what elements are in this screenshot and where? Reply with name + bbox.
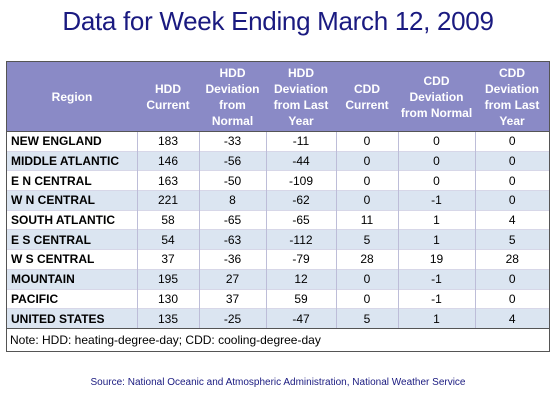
table-header-row: Region HDD Current HDD Deviation from No…: [7, 62, 549, 132]
value-cell: -1: [398, 268, 476, 289]
value-cell: -79: [266, 249, 337, 270]
value-cell: -112: [266, 229, 337, 250]
value-cell: 4: [475, 209, 549, 230]
value-cell: 28: [475, 249, 549, 270]
value-cell: -47: [266, 308, 337, 328]
value-cell: 1: [398, 209, 476, 230]
value-cell: 0: [336, 288, 399, 309]
value-cell: 146: [137, 150, 200, 171]
value-cell: -56: [199, 150, 267, 171]
region-cell: UNITED STATES: [7, 308, 138, 328]
value-cell: 0: [398, 131, 476, 152]
value-cell: 1: [398, 229, 476, 250]
value-cell: 0: [475, 131, 549, 152]
table-row: E N CENTRAL 163 -50 -109 0 0 0: [7, 170, 549, 191]
value-cell: 8: [199, 190, 267, 211]
page-title: Data for Week Ending March 12, 2009: [62, 6, 494, 36]
region-cell: MOUNTAIN: [7, 268, 138, 289]
region-cell: W N CENTRAL: [7, 190, 138, 211]
table-row: MOUNTAIN 195 27 12 0 -1 0: [7, 268, 549, 289]
value-cell: -36: [199, 249, 267, 270]
value-cell: 5: [475, 229, 549, 250]
value-cell: 221: [137, 190, 200, 211]
value-cell: 135: [137, 308, 200, 328]
region-cell: SOUTH ATLANTIC: [7, 209, 138, 230]
value-cell: 4: [475, 308, 549, 328]
value-cell: 59: [266, 288, 337, 309]
value-cell: 5: [336, 308, 399, 328]
table-row: E S CENTRAL 54 -63 -112 5 1 5: [7, 229, 549, 250]
value-cell: 28: [336, 249, 399, 270]
table-row: MIDDLE ATLANTIC 146 -56 -44 0 0 0: [7, 150, 549, 171]
value-cell: 58: [137, 209, 200, 230]
value-cell: 0: [398, 150, 476, 171]
value-cell: 183: [137, 131, 200, 152]
region-cell: E N CENTRAL: [7, 170, 138, 191]
region-cell: E S CENTRAL: [7, 229, 138, 250]
value-cell: 5: [336, 229, 399, 250]
region-cell: NEW ENGLAND: [7, 131, 138, 152]
value-cell: 19: [398, 249, 476, 270]
value-cell: 37: [137, 249, 200, 270]
column-header: CDD Deviation from Last Year: [475, 62, 549, 132]
region-cell: W S CENTRAL: [7, 249, 138, 270]
value-cell: -63: [199, 229, 267, 250]
value-cell: 0: [475, 150, 549, 171]
value-cell: 11: [336, 209, 399, 230]
table-row: PACIFIC 130 37 59 0 -1 0: [7, 288, 549, 309]
value-cell: 27: [199, 268, 267, 289]
table-body: NEW ENGLAND 183 -33 -11 0 0 0 MIDDLE ATLANTIC 14…: [7, 131, 549, 328]
column-header: CDD Current: [336, 62, 398, 132]
value-cell: -109: [266, 170, 337, 191]
value-cell: -44: [266, 150, 337, 171]
value-cell: 12: [266, 268, 337, 289]
value-cell: 0: [336, 170, 399, 191]
value-cell: 0: [336, 131, 399, 152]
column-header: HDD Deviation from Normal: [199, 62, 266, 132]
value-cell: 0: [336, 268, 399, 289]
value-cell: 0: [398, 170, 476, 191]
table-row: W S CENTRAL 37 -36 -79 28 19 28: [7, 249, 549, 270]
region-cell: PACIFIC: [7, 288, 138, 309]
column-header: HDD Deviation from Last Year: [266, 62, 336, 132]
value-cell: -1: [398, 190, 476, 211]
value-cell: -65: [199, 209, 267, 230]
value-cell: 130: [137, 288, 200, 309]
source-caption: Source: National Oceanic and Atmospheric…: [90, 377, 466, 388]
value-cell: 37: [199, 288, 267, 309]
degree-day-table: Region HDD Current HDD Deviation from No…: [7, 62, 549, 328]
region-cell: MIDDLE ATLANTIC: [7, 150, 138, 171]
value-cell: -1: [398, 288, 476, 309]
table-row: SOUTH ATLANTIC 58 -65 -65 11 1 4: [7, 209, 549, 230]
value-cell: 54: [137, 229, 200, 250]
value-cell: 0: [336, 150, 399, 171]
column-header: CDD Deviation from Normal: [398, 62, 475, 132]
data-table-container: Region HDD Current HDD Deviation from No…: [6, 61, 550, 352]
column-header: Region: [7, 62, 137, 132]
table-row: NEW ENGLAND 183 -33 -11 0 0 0: [7, 131, 549, 152]
value-cell: 0: [475, 170, 549, 191]
value-cell: -65: [266, 209, 337, 230]
value-cell: -11: [266, 131, 337, 152]
value-cell: -25: [199, 308, 267, 328]
table-row: W N CENTRAL 221 8 -62 0 -1 0: [7, 190, 549, 211]
value-cell: -50: [199, 170, 267, 191]
value-cell: 0: [336, 190, 399, 211]
value-cell: -33: [199, 131, 267, 152]
table-note: Note: HDD: heating-degree-day; CDD: cool…: [7, 327, 549, 351]
value-cell: 195: [137, 268, 200, 289]
value-cell: 0: [475, 190, 549, 211]
value-cell: 0: [475, 288, 549, 309]
value-cell: 163: [137, 170, 200, 191]
column-header: HDD Current: [137, 62, 199, 132]
value-cell: -62: [266, 190, 337, 211]
table-row: UNITED STATES 135 -25 -47 5 1 4: [7, 308, 549, 328]
value-cell: 1: [398, 308, 476, 328]
value-cell: 0: [475, 268, 549, 289]
